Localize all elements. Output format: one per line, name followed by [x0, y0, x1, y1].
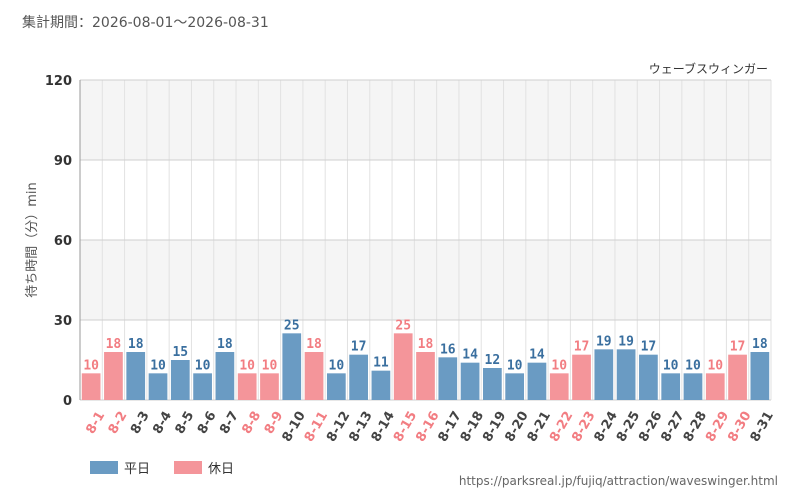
- x-tick-label: 8-7: [217, 409, 242, 437]
- bar-8-15[interactable]: [393, 333, 413, 400]
- x-tick-label: 8-6: [195, 409, 220, 437]
- data-label: 10: [239, 358, 255, 373]
- data-label: 12: [485, 353, 501, 368]
- data-label: 25: [284, 318, 300, 333]
- bar-8-22[interactable]: [549, 373, 569, 400]
- data-label: 19: [596, 334, 612, 349]
- bar-8-20[interactable]: [505, 373, 525, 400]
- data-label: 10: [685, 358, 701, 373]
- bar-8-27[interactable]: [661, 373, 681, 400]
- data-label: 17: [730, 340, 746, 355]
- holiday-swatch: [174, 461, 203, 474]
- data-label: 17: [574, 340, 590, 355]
- data-label: 10: [551, 358, 567, 373]
- y-tick-label: 60: [54, 234, 72, 249]
- data-label: 10: [262, 358, 278, 373]
- bar-8-29[interactable]: [705, 373, 725, 400]
- data-label: 15: [172, 345, 188, 360]
- bar-8-17[interactable]: [438, 357, 458, 400]
- attraction-name: ウェーブスウィンガー: [648, 62, 768, 76]
- data-label: 14: [529, 348, 545, 363]
- bar-8-9[interactable]: [260, 373, 279, 400]
- bar-8-30[interactable]: [728, 354, 747, 400]
- data-label: 11: [373, 356, 389, 371]
- bar-8-18[interactable]: [460, 362, 480, 400]
- legend-holiday-label: 休日: [208, 462, 235, 477]
- x-tick-label: 8-31: [748, 409, 777, 445]
- data-label: 18: [106, 337, 122, 352]
- bar-8-7[interactable]: [215, 352, 235, 400]
- bar-8-4[interactable]: [148, 373, 168, 400]
- data-label: 10: [329, 358, 345, 373]
- data-label: 10: [150, 358, 166, 373]
- data-label: 25: [395, 318, 411, 333]
- data-label: 14: [462, 348, 478, 363]
- bar-8-24[interactable]: [594, 349, 614, 400]
- data-label: 18: [217, 337, 233, 352]
- data-label: 18: [306, 337, 322, 352]
- y-tick-label: 120: [45, 74, 72, 89]
- band-30-60: [80, 240, 771, 320]
- x-axis-labels: 8-18-28-38-48-58-68-78-88-98-108-118-128…: [83, 409, 776, 445]
- plot-bands: [80, 80, 771, 320]
- bars: [81, 333, 770, 400]
- bar-8-28[interactable]: [683, 373, 703, 400]
- legend-item-weekday[interactable]: 平日: [90, 458, 150, 477]
- bar-8-16[interactable]: [416, 352, 435, 400]
- bar-8-31[interactable]: [750, 352, 770, 400]
- bar-8-8[interactable]: [237, 373, 257, 400]
- x-tick-label: 8-5: [173, 409, 198, 437]
- bar-8-2[interactable]: [104, 352, 123, 400]
- source-url[interactable]: https://parksreal.jp/fujiq/attraction/wa…: [458, 474, 778, 488]
- grid-lines: [79, 79, 772, 401]
- bar-8-26[interactable]: [639, 354, 658, 400]
- data-label: 18: [418, 337, 434, 352]
- data-label: 10: [195, 358, 211, 373]
- bar-8-3[interactable]: [126, 352, 146, 400]
- bar-8-25[interactable]: [616, 349, 636, 400]
- x-tick-label: 8-2: [106, 409, 131, 437]
- weekday-swatch: [90, 461, 118, 474]
- bar-8-14[interactable]: [371, 370, 391, 400]
- bar-8-13[interactable]: [349, 354, 368, 400]
- y-tick-label: 0: [63, 394, 72, 409]
- x-tick-label: 8-3: [128, 409, 153, 437]
- bar-8-5[interactable]: [170, 360, 190, 400]
- period-label: 集計期間：2026-08-01～2026-08-31: [22, 15, 269, 31]
- data-label: 18: [128, 337, 144, 352]
- legend-item-holiday[interactable]: 休日: [174, 458, 234, 477]
- bar-8-1[interactable]: [81, 373, 101, 400]
- bar-8-19[interactable]: [483, 368, 502, 400]
- x-tick-label: 8-4: [150, 409, 175, 437]
- y-axis-ticks: 0 30 60 90 120: [45, 74, 72, 409]
- bar-8-6[interactable]: [193, 373, 212, 400]
- legend: 平日 休日: [90, 458, 258, 477]
- data-label: 17: [641, 340, 657, 355]
- data-label: 16: [440, 342, 456, 357]
- data-label: 10: [707, 358, 723, 373]
- bar-8-11[interactable]: [304, 352, 324, 400]
- data-label: 10: [663, 358, 679, 373]
- data-label: 18: [752, 337, 768, 352]
- data-label: 17: [351, 340, 367, 355]
- x-tick-label: 8-8: [240, 409, 265, 437]
- y-tick-label: 30: [54, 314, 72, 329]
- bar-8-23[interactable]: [572, 354, 591, 400]
- x-tick-label: 8-1: [83, 409, 108, 437]
- legend-weekday-label: 平日: [124, 462, 151, 477]
- bar-8-12[interactable]: [326, 373, 346, 400]
- bar-8-21[interactable]: [527, 362, 547, 400]
- bar-8-10[interactable]: [282, 333, 302, 400]
- y-tick-label: 90: [54, 154, 72, 169]
- data-label: 10: [507, 358, 523, 373]
- data-labels: 10 18 18 10 15 10 18 10 10 25 18 10 17 11 25 18 16 14 12 10…: [83, 318, 768, 373]
- y-axis-label: 待ち時間（分）min: [25, 182, 40, 298]
- data-label: 10: [83, 358, 99, 373]
- data-label: 19: [618, 334, 634, 349]
- band-90-120: [80, 80, 771, 160]
